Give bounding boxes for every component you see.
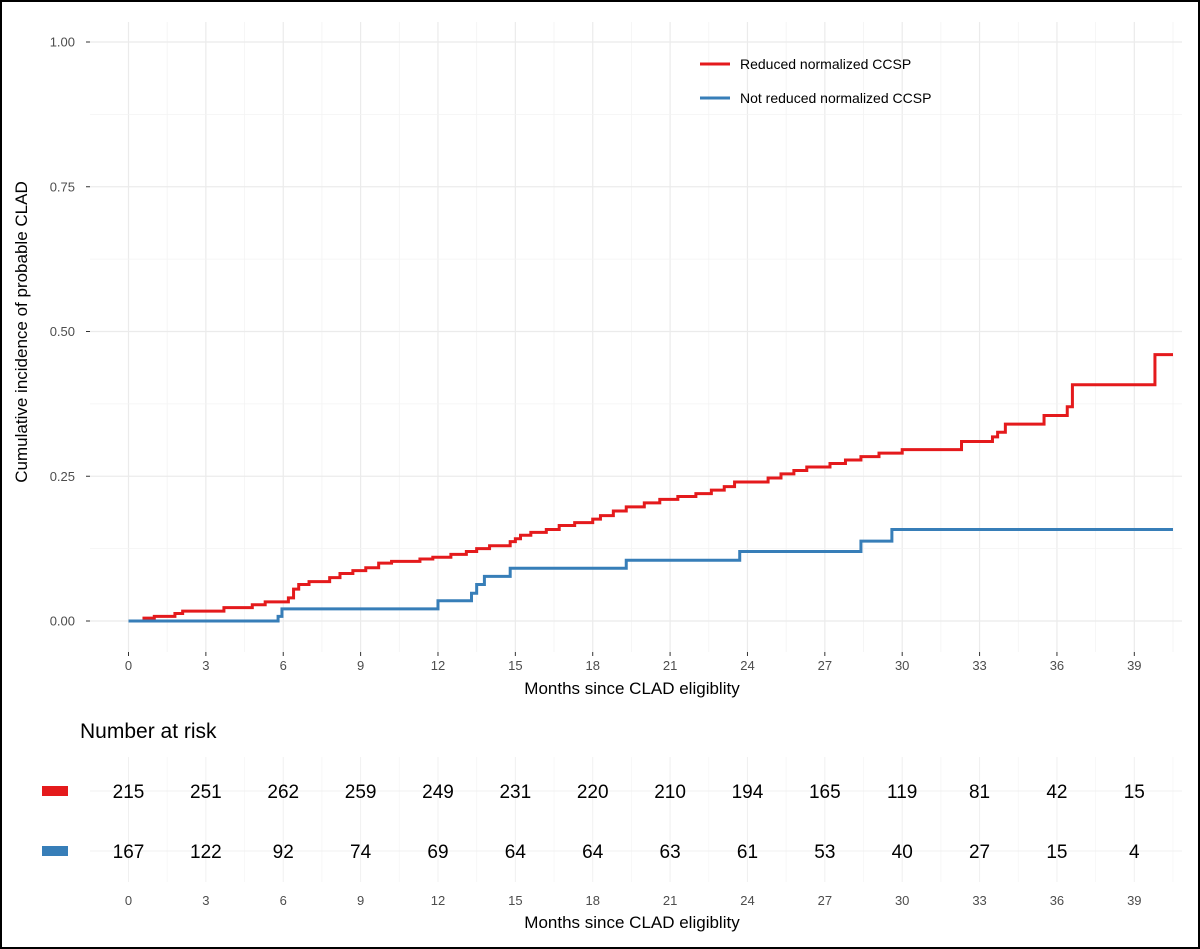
risk-count: 165: [809, 782, 841, 803]
risk-count: 81: [969, 782, 990, 803]
risk-count: 210: [654, 782, 686, 803]
risk-x-tick-label: 0: [125, 893, 132, 908]
risk-count: 92: [273, 842, 294, 863]
x-tick-label: 21: [663, 658, 677, 673]
risk-count: 53: [814, 842, 835, 863]
risk-x-tick-label: 6: [280, 893, 287, 908]
x-tick-label: 0: [125, 658, 132, 673]
risk-x-tick-label: 36: [1050, 893, 1064, 908]
x-tick-label: 9: [357, 658, 364, 673]
series-line-not-reduced: [128, 528, 1173, 623]
risk-count: 63: [660, 842, 681, 863]
risk-count: 231: [499, 782, 531, 803]
risk-count: 167: [113, 842, 145, 863]
y-tick-label: 0.50: [50, 324, 75, 339]
y-axis-title: Cumulative incidence of probable CLAD: [12, 181, 31, 482]
x-tick-label: 24: [740, 658, 754, 673]
risk-count: 74: [350, 842, 372, 863]
risk-count: 15: [1046, 842, 1067, 863]
risk-x-axis-title: Months since CLAD eligiblity: [524, 913, 740, 932]
risk-count: 69: [427, 842, 448, 863]
x-tick-label: 15: [508, 658, 522, 673]
risk-x-tick-label: 21: [663, 893, 677, 908]
risk-count: 194: [732, 782, 764, 803]
risk-count: 4: [1129, 842, 1140, 863]
y-tick-label: 0.00: [50, 614, 75, 629]
gridlines: [90, 22, 1182, 652]
risk-x-tick-label: 9: [357, 893, 364, 908]
risk-table-title: Number at risk: [80, 720, 217, 743]
x-axis-title: Months since CLAD eligiblity: [524, 679, 740, 698]
x-tick-label: 3: [202, 658, 209, 673]
legend-label: Not reduced normalized CCSP: [740, 90, 931, 106]
risk-count: 215: [113, 782, 145, 803]
risk-x-tick-label: 3: [202, 893, 209, 908]
legend-label: Reduced normalized CCSP: [740, 56, 911, 72]
risk-x-tick-label: 15: [508, 893, 522, 908]
risk-count: 249: [422, 782, 454, 803]
risk-x-tick-label: 33: [972, 893, 986, 908]
risk-count: 64: [505, 842, 527, 863]
risk-x-tick-label: 30: [895, 893, 909, 908]
y-tick-label: 0.75: [50, 179, 75, 194]
x-tick-label: 27: [818, 658, 832, 673]
x-tick-label: 18: [585, 658, 599, 673]
risk-count: 15: [1124, 782, 1145, 803]
risk-count: 259: [345, 782, 377, 803]
risk-count: 40: [892, 842, 913, 863]
x-tick-label: 30: [895, 658, 909, 673]
y-tick-label: 0.25: [50, 469, 75, 484]
risk-count: 220: [577, 782, 609, 803]
risk-count: 27: [969, 842, 990, 863]
x-tick-label: 6: [280, 658, 287, 673]
y-tick-label: 1.00: [50, 35, 75, 50]
risk-count: 251: [190, 782, 222, 803]
x-tick-label: 33: [972, 658, 986, 673]
risk-row-swatch-reduced: [42, 786, 68, 796]
risk-x-tick-label: 12: [431, 893, 445, 908]
series-line-reduced: [128, 353, 1173, 623]
risk-count: 64: [582, 842, 604, 863]
legend: Reduced normalized CCSP Not reduced norma…: [700, 56, 931, 106]
risk-x-tick-label: 39: [1127, 893, 1141, 908]
risk-x-tick-label: 18: [585, 893, 599, 908]
series-lines: [128, 353, 1173, 623]
risk-x-tick-label: 24: [740, 893, 754, 908]
risk-count: 262: [267, 782, 299, 803]
risk-count: 119: [887, 782, 917, 803]
risk-count: 42: [1046, 782, 1067, 803]
axes: 0 3 6 9 12 15 18 21 24 27 30 33 36 390.000.250.500.75…: [50, 35, 1142, 674]
risk-x-tick-label: 27: [818, 893, 832, 908]
x-tick-label: 12: [431, 658, 445, 673]
x-tick-label: 39: [1127, 658, 1141, 673]
x-tick-label: 36: [1050, 658, 1064, 673]
risk-count: 122: [190, 842, 222, 863]
risk-row-swatch-not-reduced: [42, 846, 68, 856]
risk-count: 61: [737, 842, 758, 863]
